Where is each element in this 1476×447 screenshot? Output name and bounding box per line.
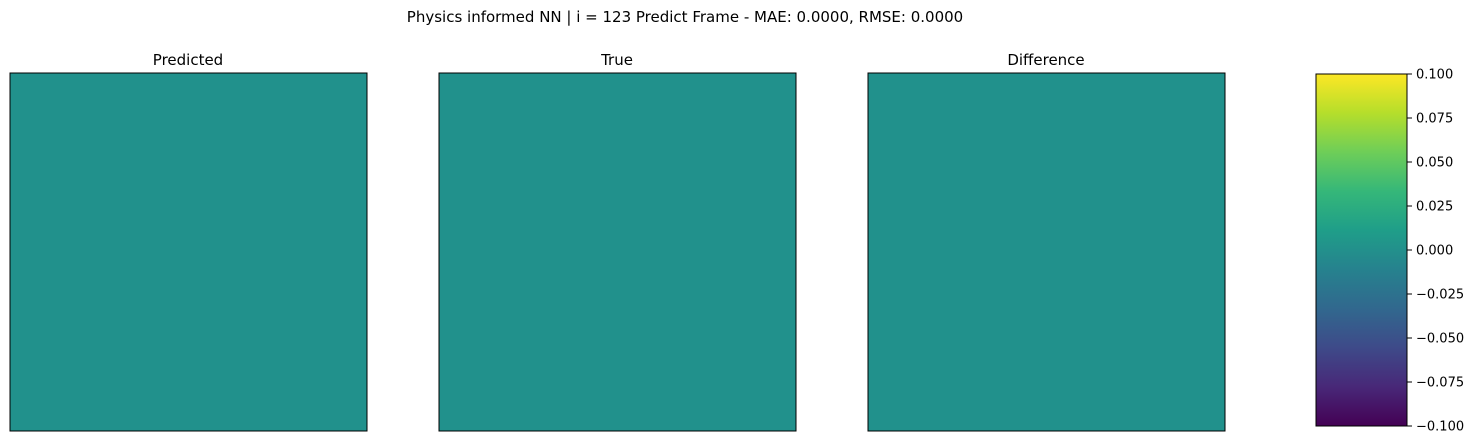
colorbar-tick-label: −0.100 (1416, 420, 1464, 435)
panel-title-true: True (600, 51, 633, 69)
heatmap-predicted (9, 72, 368, 432)
colorbar: 0.100 0.075 0.050 0.025 0.000 −0.025 −0.050 −0.… (1315, 68, 1464, 435)
panel-title-difference: Difference (1007, 51, 1084, 69)
colorbar-tick-label: −0.025 (1416, 288, 1464, 303)
panel-true: True (438, 51, 797, 432)
heatmap-difference (867, 72, 1226, 432)
panel-predicted: Predicted (9, 51, 368, 432)
colorbar-tick-label: −0.075 (1416, 376, 1464, 391)
figure-suptitle: Physics informed NN | i = 123 Predict Fr… (407, 8, 963, 26)
colorbar-tick-label: 0.025 (1416, 200, 1453, 215)
colorbar-tick-label: −0.050 (1416, 332, 1464, 347)
colorbar-gradient (1315, 73, 1408, 427)
colorbar-tick-label: 0.075 (1416, 112, 1453, 127)
colorbar-tick-label: 0.050 (1416, 156, 1453, 171)
heatmap-true (438, 72, 797, 432)
panel-difference: Difference (867, 51, 1226, 432)
colorbar-ticks: 0.100 0.075 0.050 0.025 0.000 −0.025 −0.050 −0.… (1407, 68, 1464, 435)
panel-title-predicted: Predicted (153, 51, 223, 69)
colorbar-tick-label: 0.000 (1416, 244, 1453, 259)
colorbar-tick-label: 0.100 (1416, 68, 1453, 83)
